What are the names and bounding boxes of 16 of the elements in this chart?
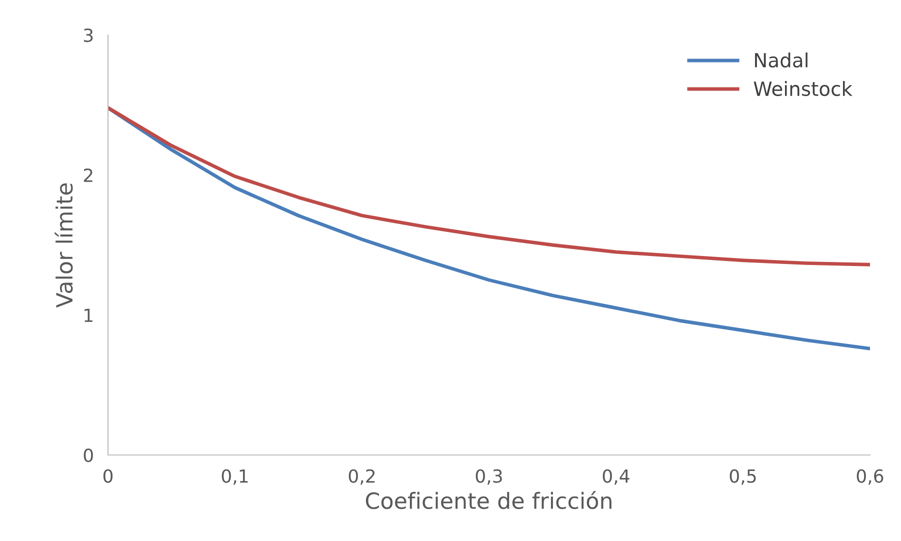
line-series [108, 106, 870, 266]
x-tick-label: 0,6 [856, 469, 884, 485]
y-tick-label: 2 [84, 168, 92, 182]
y-tick-label: 0 [84, 448, 93, 462]
x-tick-label: 0,5 [730, 469, 756, 485]
x-axis-title: Coeficiente de fricción [366, 491, 612, 510]
x-tick-label: 0,3 [476, 469, 502, 485]
y-tick-label: 3 [84, 28, 93, 42]
x-tick-label: 0,4 [602, 469, 630, 485]
x-tick-label: 0,2 [348, 469, 375, 485]
x-tick-label: 0,1 [222, 469, 248, 485]
y-axis-title: Valor límite [54, 183, 73, 308]
legend-label: Nadal [755, 52, 808, 68]
legend-label: Weinstock [754, 81, 852, 96]
y-tick-label: 1 [84, 308, 92, 322]
x-tick-label: 0 [103, 469, 113, 483]
